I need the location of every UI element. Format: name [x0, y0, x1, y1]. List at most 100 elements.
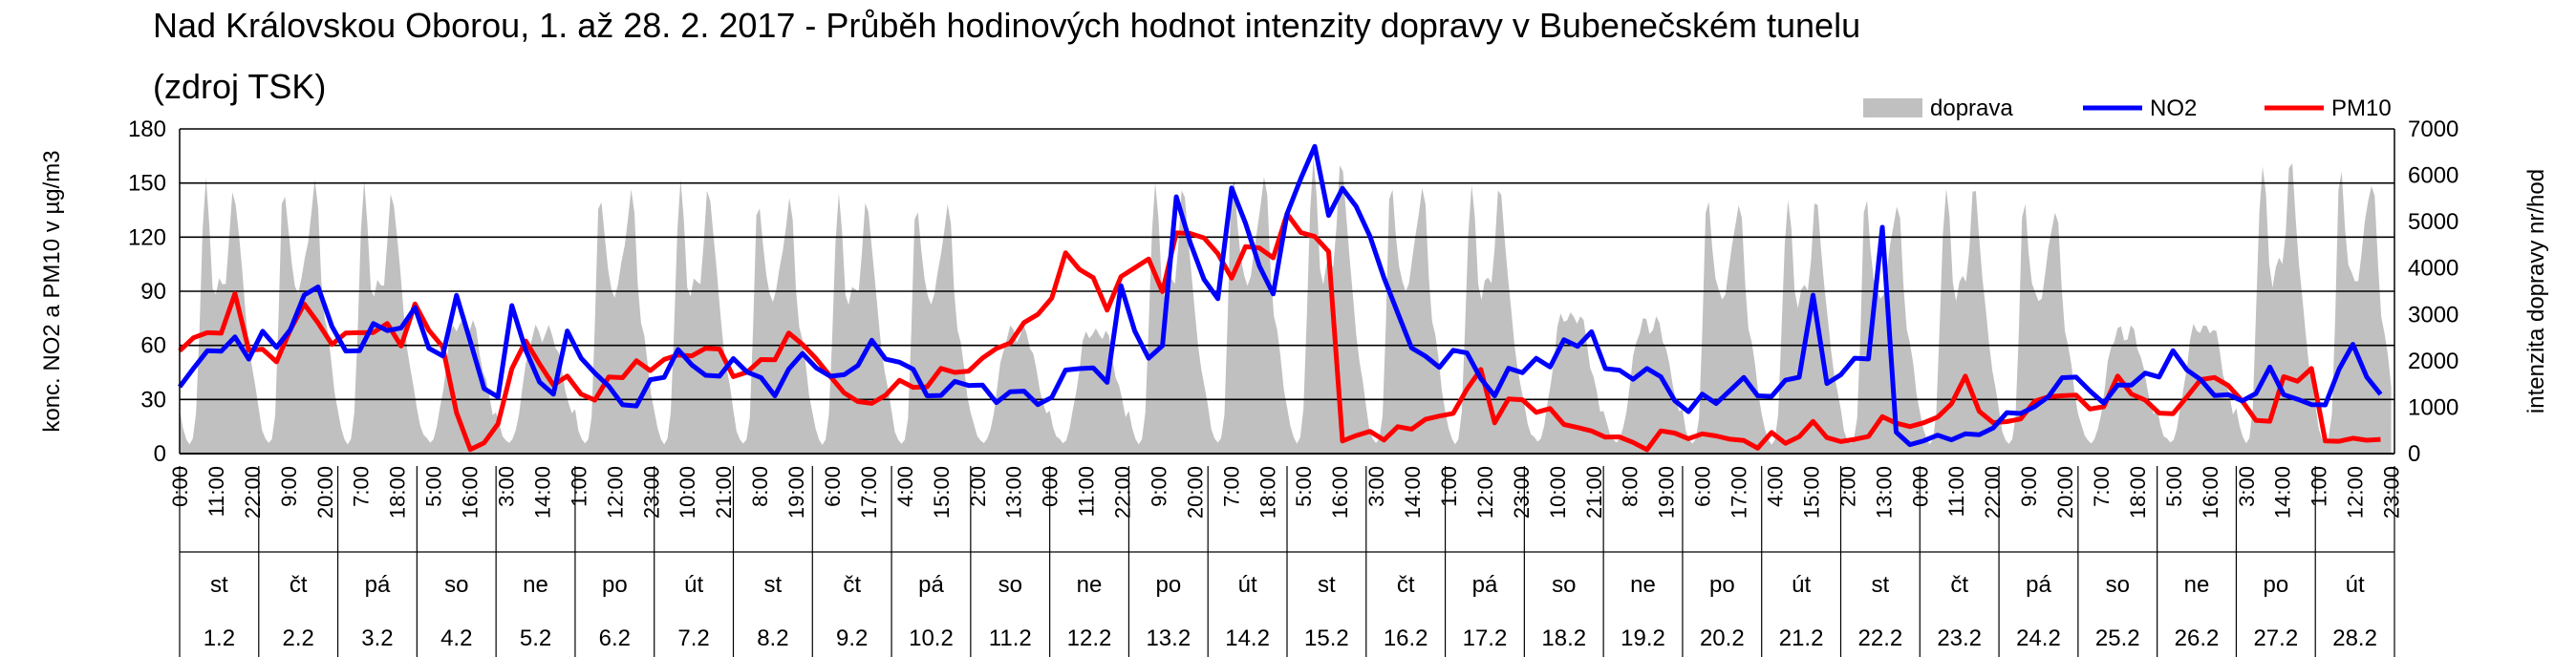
weekday-label: ne	[523, 572, 548, 598]
date-label: 20.2	[1700, 625, 1745, 651]
x-tick-label: 15:00	[930, 466, 954, 519]
x-tick-label: 5:00	[2162, 466, 2186, 507]
x-tick-label: 9:00	[1147, 466, 1170, 507]
date-label: 16.2	[1384, 625, 1428, 651]
y-tick-label-left: 120	[128, 224, 166, 250]
x-tick-label: 16:00	[459, 466, 483, 519]
date-label: 14.2	[1225, 625, 1270, 651]
weekday-label: čt	[843, 572, 861, 598]
legend-swatch-doprava	[1863, 98, 1922, 117]
weekday-label: út	[2346, 572, 2365, 598]
x-tick-label: 11:00	[204, 466, 228, 517]
date-label: 1.2	[204, 625, 235, 651]
x-tick-label: 10:00	[676, 466, 699, 519]
x-tick-label: 22:00	[1981, 466, 2005, 519]
y-axis-title-left: konc. NO2 a PM10 v µg/m3	[39, 150, 65, 432]
y-tick-label-left: 90	[140, 279, 166, 305]
date-label: 13.2	[1146, 625, 1191, 651]
date-label: 10.2	[909, 625, 954, 651]
weekday-label: po	[1155, 572, 1181, 598]
date-label: 7.2	[677, 625, 709, 651]
weekday-label: pá	[2026, 572, 2051, 598]
y-tick-label-right: 7000	[2408, 117, 2458, 142]
weekday-label: út	[1792, 572, 1811, 598]
x-tick-label: 12:00	[1473, 466, 1497, 519]
date-label: 9.2	[836, 625, 868, 651]
x-tick-label: 22:00	[241, 466, 265, 519]
series-no2-line	[178, 143, 2383, 448]
weekday-label: so	[2106, 572, 2130, 598]
x-tick-label: 1:00	[567, 466, 590, 507]
y-tick-label-right: 1000	[2408, 394, 2458, 420]
weekday-label: čt	[1397, 572, 1415, 598]
x-tick-label: 12:00	[2344, 466, 2368, 519]
date-label: 25.2	[2095, 625, 2140, 651]
x-tick-label: 10:00	[1546, 466, 1570, 519]
y-tick-label-right: 5000	[2408, 209, 2458, 235]
x-tick-label: 8:00	[1619, 466, 1642, 507]
weekday-label: po	[602, 572, 628, 598]
y-tick-label-left: 180	[128, 117, 166, 142]
x-tick-label: 18:00	[1256, 466, 1279, 519]
y-tick-label-left: 30	[140, 387, 166, 413]
x-tick-label: 11:00	[1075, 466, 1099, 517]
x-tick-label: 16:00	[2199, 466, 2222, 519]
x-tick-label: 8:00	[748, 466, 772, 507]
weekday-label: st	[1318, 572, 1336, 598]
x-tick-label: 6:00	[821, 466, 845, 507]
weekday-label: st	[210, 572, 228, 598]
weekday-label: so	[444, 572, 468, 598]
date-label: 24.2	[2016, 625, 2061, 651]
y-tick-label-left: 0	[154, 441, 166, 467]
x-tick-label: 13:00	[1002, 466, 1026, 519]
x-tick-label: 3:00	[2235, 466, 2259, 507]
date-label: 23.2	[1937, 625, 1982, 651]
y-tick-label-right: 3000	[2408, 302, 2458, 328]
weekday-label: st	[764, 572, 783, 598]
x-tick-label: 14:00	[1401, 466, 1425, 519]
x-tick-label: 21:00	[712, 466, 736, 519]
x-tick-label: 7:00	[350, 466, 374, 507]
date-label: 21.2	[1779, 625, 1824, 651]
x-tick-label: 1:00	[2308, 466, 2331, 507]
x-tick-label: 5:00	[422, 466, 446, 507]
x-tick-label: 16:00	[1328, 466, 1352, 519]
weekday-label: čt	[1950, 572, 1968, 598]
weekday-label: pá	[1472, 572, 1498, 598]
date-label: 12.2	[1067, 625, 1112, 651]
x-tick-label: 17:00	[1728, 466, 1751, 519]
weekday-label: po	[2263, 572, 2288, 598]
weekday-label: čt	[290, 572, 308, 598]
date-label: 22.2	[1858, 625, 1903, 651]
x-tick-label: 6:00	[1691, 466, 1715, 507]
weekday-label: po	[1709, 572, 1735, 598]
x-tick-label: 23:00	[1510, 466, 1534, 519]
weekday-label: ne	[2184, 572, 2210, 598]
date-label: 19.2	[1621, 625, 1665, 651]
x-tick-label: 17:00	[857, 466, 881, 519]
x-tick-label: 1:00	[1437, 466, 1461, 507]
date-label: 26.2	[2175, 625, 2220, 651]
x-tick-label: 23:00	[639, 466, 663, 519]
x-tick-label: 7:00	[1219, 466, 1243, 507]
series-pm10-line	[178, 211, 2381, 453]
x-tick-label: 7:00	[2090, 466, 2114, 507]
x-tick-label: 4:00	[1764, 466, 1788, 507]
date-label: 6.2	[599, 625, 631, 651]
weekday-label: pá	[365, 572, 391, 598]
legend-label-doprava: doprava	[1930, 95, 2013, 121]
weekday-label: so	[998, 572, 1022, 598]
chart-title: Nad Královskou Oborou, 1. až 28. 2. 2017…	[153, 6, 1861, 45]
weekday-label: út	[684, 572, 703, 598]
chart-subtitle: (zdroj TSK)	[153, 67, 327, 106]
x-tick-label: 13:00	[1872, 466, 1896, 519]
x-tick-label: 18:00	[2126, 466, 2150, 519]
y-tick-label-right: 0	[2408, 441, 2420, 467]
date-label: 5.2	[520, 625, 551, 651]
weekday-label: st	[1872, 572, 1890, 598]
y-tick-label-right: 2000	[2408, 349, 2458, 374]
x-tick-label: 3:00	[1364, 466, 1388, 507]
date-label: 17.2	[1463, 625, 1508, 651]
x-tick-label: 19:00	[1655, 466, 1679, 519]
